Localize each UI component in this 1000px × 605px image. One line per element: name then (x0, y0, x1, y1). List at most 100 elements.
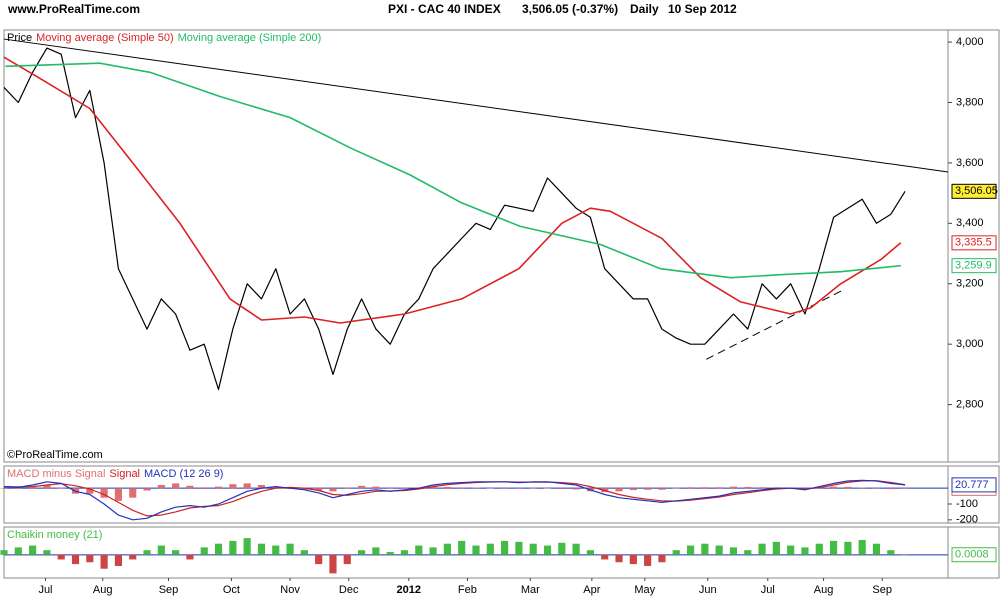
x-tick-label: 2012 (397, 584, 421, 596)
bar (543, 545, 552, 555)
bar (229, 540, 237, 555)
legend-entry: MACD (12 26 9) (144, 468, 223, 480)
bar (429, 486, 437, 489)
value-label-box (951, 183, 997, 199)
series-line (5, 62, 901, 279)
bar (515, 541, 523, 555)
legend-entry: MACD minus Signal (7, 468, 105, 480)
bar (558, 488, 566, 489)
bar (686, 545, 695, 555)
bar (672, 550, 680, 555)
legend-entry: Moving average (Simple 200) (178, 32, 322, 44)
x-tick-label: Aug (814, 584, 834, 596)
bar (572, 488, 580, 490)
bar (29, 486, 37, 489)
bar (129, 554, 137, 560)
bar (729, 486, 738, 489)
x-tick-label: Jul (761, 584, 775, 596)
bar (615, 554, 623, 563)
bar (143, 488, 151, 491)
x-tick-label: Oct (223, 584, 240, 596)
bar (243, 538, 251, 555)
trendline (3, 38, 949, 173)
x-tick-label: Sep (159, 584, 179, 596)
bar (14, 547, 22, 555)
bar (143, 550, 151, 555)
bar (329, 554, 337, 574)
bar (672, 487, 680, 489)
legend-entry: Moving average (Simple 50) (36, 32, 174, 44)
bar (472, 487, 480, 489)
bar (715, 487, 723, 489)
bar (186, 554, 194, 560)
bar (758, 487, 766, 489)
bar (729, 547, 738, 555)
bar (0, 488, 8, 489)
value-label-box (951, 477, 997, 493)
bar (243, 483, 251, 489)
panel (3, 465, 949, 524)
legend-entry: Price (7, 32, 32, 44)
bar (644, 488, 652, 490)
value-label-box (951, 235, 997, 251)
legend-entry: Signal (109, 468, 140, 480)
bar (315, 488, 323, 491)
bar (858, 539, 866, 555)
source: ©ProRealTime.com (7, 449, 103, 461)
site: www.ProRealTime.com (7, 2, 140, 16)
chart-title: PXI - CAC 40 INDEX (388, 2, 501, 16)
bar (329, 488, 337, 492)
bar (787, 545, 795, 555)
y-tick-label: -200 (956, 514, 978, 526)
bar (343, 554, 351, 565)
series-line (3, 479, 906, 521)
x-tick-label: Feb (458, 584, 477, 596)
bar (830, 540, 838, 555)
bar (844, 486, 852, 489)
bar (615, 488, 623, 492)
bar (386, 552, 394, 555)
bar (86, 554, 94, 563)
bar (229, 484, 237, 489)
bar (844, 541, 852, 555)
bar (214, 543, 223, 555)
bar (57, 554, 65, 560)
y-tick-label: 3,000 (956, 338, 984, 350)
bar (629, 488, 637, 491)
bar (658, 554, 666, 563)
bar (572, 543, 580, 555)
bar (214, 486, 223, 489)
bar (386, 488, 394, 489)
bar (458, 540, 466, 555)
bar (887, 550, 895, 555)
bar (486, 543, 494, 555)
bar (901, 554, 909, 556)
bar (315, 554, 323, 565)
bar (358, 485, 366, 489)
bar (86, 488, 94, 494)
bar (515, 488, 523, 489)
x-tick-label: May (634, 584, 655, 596)
bar (200, 547, 208, 555)
y-tick-label: 3,400 (956, 217, 984, 229)
bar (901, 488, 909, 489)
bar (529, 487, 537, 489)
bar (157, 485, 165, 489)
bar (129, 488, 137, 498)
bar (543, 488, 552, 489)
bar (872, 488, 881, 489)
quote: 3,506.05 (-0.37%) (522, 2, 618, 16)
bar (458, 487, 466, 489)
bar (443, 486, 451, 489)
value-label: 3,335.5 (955, 237, 992, 249)
bar (501, 488, 509, 489)
y-tick-label: 3,600 (956, 157, 984, 169)
bar (801, 547, 809, 555)
y-tick-label: 3,800 (956, 96, 984, 108)
bar (29, 545, 37, 555)
bar (830, 486, 838, 489)
bar (400, 487, 409, 489)
bar (257, 485, 266, 489)
bar (0, 550, 8, 555)
